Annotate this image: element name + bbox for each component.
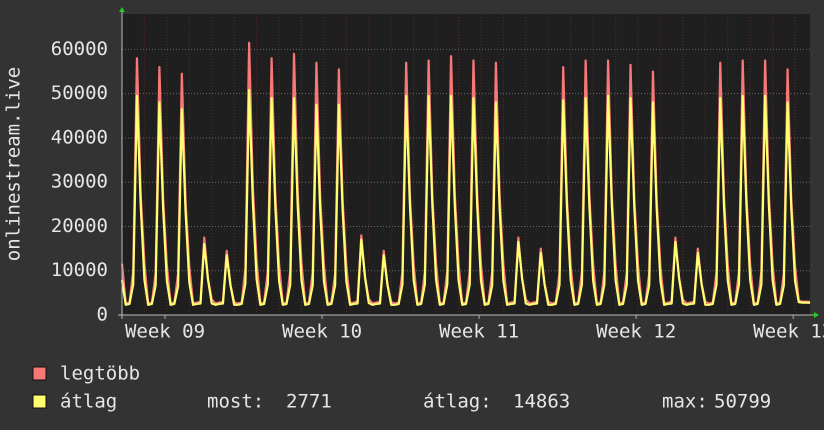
stat-value: 50799 bbox=[714, 391, 771, 413]
legend-swatch bbox=[32, 366, 47, 381]
legend-swatch bbox=[32, 394, 47, 409]
x-tick-label: Week 13 bbox=[753, 321, 824, 343]
stat-value: 2771 bbox=[286, 391, 332, 413]
stat-value: 14863 bbox=[513, 391, 570, 413]
stat-label: max: bbox=[662, 391, 708, 413]
y-tick-label: 50000 bbox=[51, 82, 108, 104]
x-tick-label: Week 09 bbox=[125, 321, 205, 343]
y-tick-label: 30000 bbox=[51, 171, 108, 193]
series-line bbox=[120, 89, 811, 306]
y-tick-label: 10000 bbox=[51, 259, 108, 281]
legend-label: átlag bbox=[60, 391, 117, 413]
y-tick-label: 60000 bbox=[51, 38, 108, 60]
legend-label: legtöbb bbox=[60, 363, 140, 385]
y-axis-arrow bbox=[119, 7, 125, 12]
x-tick-label: Week 10 bbox=[282, 321, 362, 343]
x-axis-arrow bbox=[814, 312, 819, 318]
legend: legtöbb átlag most: 2771 átlag: 14863 max: 5079… bbox=[32, 363, 771, 413]
y-tick-label: 20000 bbox=[51, 215, 108, 237]
y-tick-label: 0 bbox=[97, 304, 108, 326]
x-tick-label: Week 11 bbox=[439, 321, 519, 343]
y-axis-label: onlinestream.live bbox=[3, 67, 25, 261]
y-tick-label: 40000 bbox=[51, 126, 108, 148]
x-tick-label: Week 12 bbox=[596, 321, 676, 343]
plot-area bbox=[122, 14, 810, 315]
stat-label: most: bbox=[207, 391, 264, 413]
stat-label: átlag: bbox=[423, 391, 492, 413]
